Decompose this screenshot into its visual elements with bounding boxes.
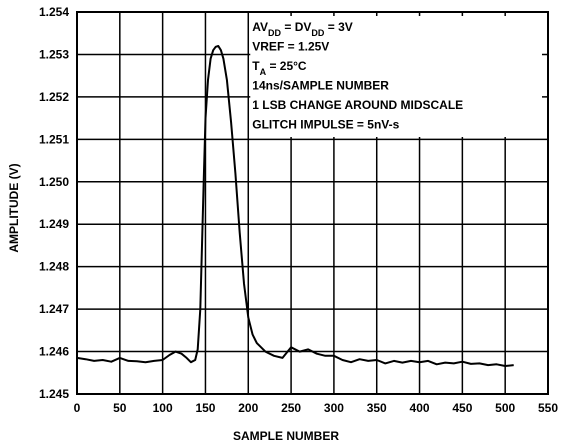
subscript: A — [260, 67, 267, 77]
annotation-text: = DV — [281, 20, 311, 34]
plot-frame — [76, 11, 549, 395]
x-tick-label: 0 — [74, 401, 81, 415]
series-line — [76, 45, 514, 367]
y-axis-label: AMPLITUDE (V) — [7, 163, 21, 252]
x-tick-label: 300 — [324, 401, 344, 415]
y-tick-label: 1.253 — [39, 47, 69, 61]
x-tick-label: 500 — [495, 401, 515, 415]
annotation-text: AV — [252, 20, 268, 34]
x-tick-label: 450 — [452, 401, 472, 415]
subscript: DD — [268, 28, 281, 38]
y-tick-label: 1.247 — [39, 302, 69, 316]
annotation-text: T — [252, 59, 260, 73]
y-tick-label: 1.251 — [39, 132, 69, 146]
annotation-text: 1 LSB CHANGE AROUND MIDSCALE — [252, 98, 463, 112]
annotation-line: VREF = 1.25V — [252, 40, 329, 54]
annotation-line: AVDD = DVDD = 3V — [252, 20, 352, 38]
x-tick-label: 150 — [195, 401, 215, 415]
annotation-line: TA = 25°C — [252, 59, 307, 77]
x-tick-label: 400 — [410, 401, 430, 415]
series-layer — [76, 45, 514, 367]
x-axis-label: SAMPLE NUMBER — [233, 429, 339, 443]
y-tick-label: 1.246 — [39, 345, 69, 359]
x-tick-label: 550 — [538, 401, 558, 415]
x-tick-label: 350 — [367, 401, 387, 415]
annotation-line: 14ns/SAMPLE NUMBER — [252, 79, 389, 93]
annotation-text: = 3V — [324, 20, 352, 34]
annotation-text: VREF = 1.25V — [252, 40, 329, 54]
x-tick-label: 200 — [238, 401, 258, 415]
y-tick-label: 1.248 — [39, 260, 69, 274]
x-tick-label: 50 — [113, 401, 127, 415]
subscript: DD — [311, 28, 324, 38]
annotation-background — [250, 16, 543, 137]
y-tick-label: 1.249 — [39, 217, 69, 231]
x-tick-label: 100 — [153, 401, 173, 415]
y-tick-label: 1.254 — [39, 5, 69, 19]
tick-labels: 0 50 100 150 200 250 300 350 400 450 500 550 1.245 1.… — [39, 5, 558, 415]
x-tick-label: 250 — [281, 401, 301, 415]
y-tick-label: 1.250 — [39, 175, 69, 189]
annotation-text: 14ns/SAMPLE NUMBER — [252, 79, 389, 93]
y-tick-label: 1.252 — [39, 90, 69, 104]
annotation-line: 1 LSB CHANGE AROUND MIDSCALE — [252, 98, 463, 112]
y-tick-label: 1.245 — [39, 387, 69, 401]
annotation-text: GLITCH IMPULSE = 5nV-s — [252, 118, 399, 132]
annotation-text: = 25°C — [266, 59, 307, 73]
annotation-line: GLITCH IMPULSE = 5nV-s — [252, 118, 399, 132]
